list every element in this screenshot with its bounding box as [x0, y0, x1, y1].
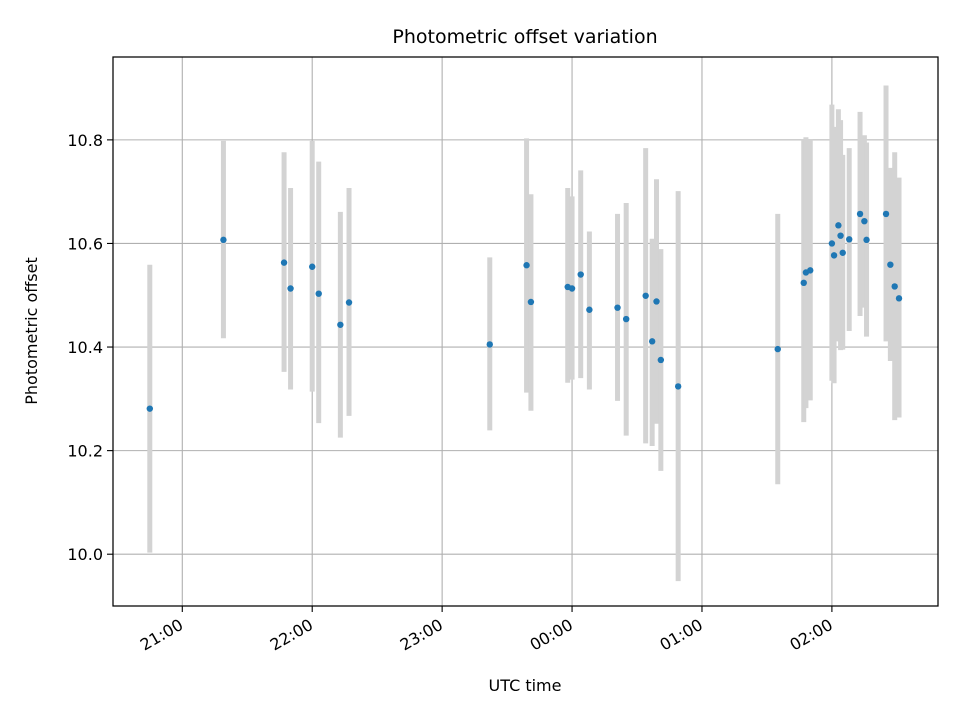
data-point	[523, 262, 530, 269]
data-point	[337, 321, 344, 328]
data-point	[837, 232, 844, 239]
data-point	[577, 271, 584, 278]
x-axis-label: UTC time	[489, 676, 562, 695]
y-tick-label: 10.2	[67, 442, 103, 461]
y-tick-label: 10.0	[67, 545, 103, 564]
data-point	[674, 383, 682, 390]
data-point	[586, 306, 593, 313]
data-point	[828, 240, 836, 247]
plot-frame	[112, 56, 939, 607]
data-point	[280, 259, 288, 266]
data-point	[830, 252, 838, 259]
y-axis-label: Photometric offset	[22, 257, 41, 405]
data-point	[807, 267, 814, 274]
data-point	[527, 298, 535, 306]
data-point	[220, 236, 227, 244]
data-points	[146, 210, 903, 412]
data-point	[774, 345, 781, 353]
data-point	[863, 236, 870, 244]
data-point	[856, 210, 864, 218]
data-point	[882, 210, 890, 218]
y-axis-ticks: 10.0 10.2 10.4 10.6 10.8	[67, 131, 113, 564]
data-point	[846, 236, 853, 243]
data-point	[622, 315, 630, 323]
data-point	[642, 292, 649, 299]
y-tick-label: 10.8	[67, 131, 103, 150]
data-point	[648, 338, 656, 345]
data-point	[861, 217, 868, 225]
data-point	[887, 261, 894, 268]
data-point	[657, 356, 665, 364]
data-point	[287, 285, 294, 292]
data-point	[345, 299, 353, 306]
data-point	[315, 290, 322, 297]
data-point	[653, 298, 660, 305]
data-point	[895, 295, 903, 302]
data-point	[486, 341, 493, 348]
data-point	[568, 285, 576, 292]
data-point	[891, 283, 898, 290]
y-tick-label: 10.6	[67, 234, 103, 253]
data-point	[146, 405, 154, 412]
data-point	[309, 263, 316, 270]
data-point	[614, 304, 621, 311]
data-point	[835, 222, 842, 229]
data-point	[800, 279, 807, 287]
y-tick-label: 10.4	[67, 338, 103, 357]
data-point	[839, 249, 846, 256]
chart-title: Photometric offset variation	[392, 26, 657, 48]
